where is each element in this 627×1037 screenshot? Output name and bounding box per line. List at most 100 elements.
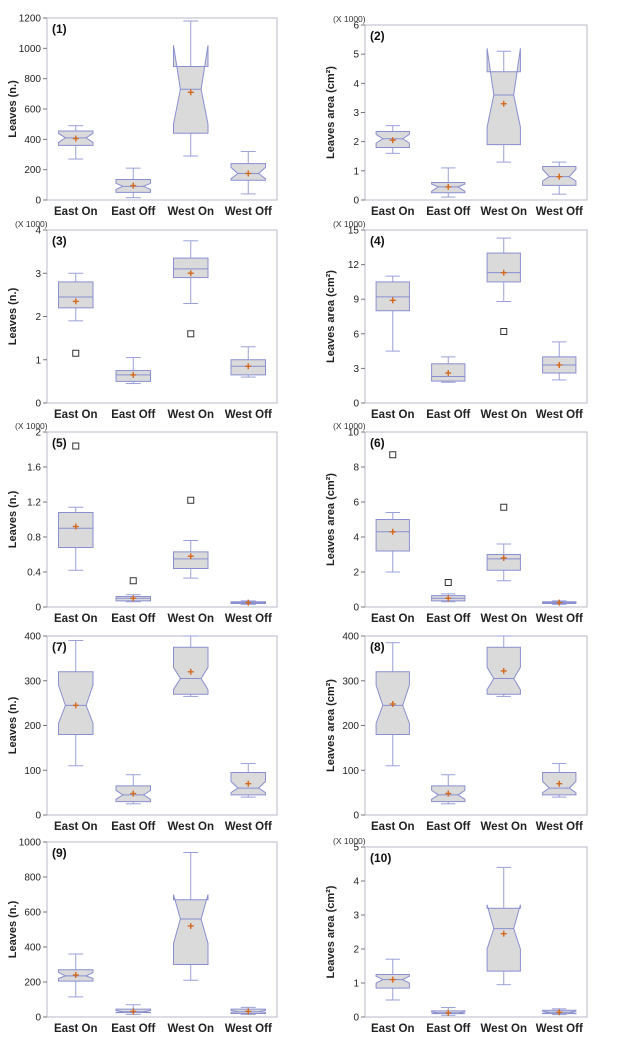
axis-multiplier: (X 1000) xyxy=(15,219,48,229)
box xyxy=(375,281,410,312)
box-1 xyxy=(58,953,94,998)
box-1 xyxy=(375,451,410,573)
box-1 xyxy=(58,442,94,571)
category-label: West On xyxy=(168,613,214,625)
y-axis-label: Leaves (n.) xyxy=(7,287,19,345)
category-label: West Off xyxy=(536,613,583,625)
notched-box xyxy=(486,48,521,146)
box-2 xyxy=(115,577,151,603)
y-tick-label: 4 xyxy=(353,877,359,888)
notched-box xyxy=(173,894,209,965)
y-tick-label: 600 xyxy=(24,908,41,919)
axis-multiplier: (X 1000) xyxy=(15,421,48,431)
box-3 xyxy=(173,852,209,981)
panel-1: (1) 0 200 400 600 800 1000 1200 Leaves (n.) East … xyxy=(7,14,278,218)
panel-label: (8) xyxy=(370,640,385,654)
y-tick-label: 2 xyxy=(353,945,359,956)
box xyxy=(375,519,410,552)
y-tick-label: 100 xyxy=(342,766,359,777)
category-label: West Off xyxy=(225,1023,272,1035)
category-label: West Off xyxy=(536,1023,583,1035)
y-tick-label: 6 xyxy=(353,498,359,509)
category-label: West On xyxy=(481,1023,527,1035)
box-3 xyxy=(486,48,521,163)
y-tick-label: 0 xyxy=(35,603,41,614)
panel-5: (5) (X 1000) 0 0.4 0.8 1.2 1.6 2 Leaves (n.) East… xyxy=(7,421,278,625)
category-label: East Off xyxy=(426,409,470,421)
y-tick-label: 5 xyxy=(353,50,359,61)
y-tick-label: 8 xyxy=(353,463,359,474)
y-tick-label: 300 xyxy=(24,676,41,687)
panel-label: (1) xyxy=(52,22,67,36)
box-1 xyxy=(58,272,94,357)
box-1 xyxy=(375,275,410,352)
box-2 xyxy=(431,167,466,198)
y-tick-label: 3 xyxy=(353,108,359,119)
category-label: West Off xyxy=(225,613,272,625)
y-axis-label: Leaves (n.) xyxy=(7,900,19,958)
category-label: West On xyxy=(168,821,214,833)
category-label: West Off xyxy=(225,409,272,421)
box-2 xyxy=(115,1004,151,1015)
panel-6: (6) (X 1000) 0 2 4 6 8 10 Leaves area (cm²) East … xyxy=(325,421,588,625)
y-tick-label: 3 xyxy=(353,364,359,375)
y-tick-label: 400 xyxy=(24,943,41,954)
y-axis-label: Leaves (n.) xyxy=(7,696,19,754)
category-label: West Off xyxy=(536,206,583,218)
y-tick-label: 200 xyxy=(24,721,41,732)
axis-multiplier: (X 1000) xyxy=(333,836,366,846)
box-4 xyxy=(542,763,577,798)
y-tick-label: 1 xyxy=(353,979,359,990)
y-tick-label: 0 xyxy=(353,603,359,614)
outlier-point xyxy=(129,577,137,585)
y-tick-label: 3 xyxy=(35,269,41,280)
category-label: West On xyxy=(481,409,527,421)
y-tick-label: 12 xyxy=(348,260,360,271)
outlier-point xyxy=(500,503,508,511)
category-label: East Off xyxy=(111,206,155,218)
category-label: East Off xyxy=(426,206,470,218)
outlier-point xyxy=(444,579,452,586)
category-label: West On xyxy=(168,409,214,421)
panel-8: (8) 0 100 200 300 400 Leaves area (cm²) East On… xyxy=(325,632,588,833)
y-tick-label: 0 xyxy=(35,1013,41,1024)
y-tick-label: 5 xyxy=(353,843,359,854)
box-3 xyxy=(486,866,521,986)
category-label: East On xyxy=(54,1023,97,1035)
y-tick-label: 800 xyxy=(24,74,41,85)
y-tick-label: 0 xyxy=(35,399,41,410)
category-label: West Off xyxy=(225,206,272,218)
outlier-point xyxy=(72,349,80,357)
y-tick-label: 6 xyxy=(353,21,359,32)
category-label: West Off xyxy=(536,409,583,421)
category-label: East On xyxy=(371,821,414,833)
plot-frame xyxy=(364,846,588,1018)
y-tick-label: 400 xyxy=(342,632,359,643)
box-1 xyxy=(375,125,410,154)
y-tick-label: 1.6 xyxy=(27,463,41,474)
box-4 xyxy=(230,763,266,798)
box-4 xyxy=(230,346,266,378)
y-tick-label: 0 xyxy=(353,196,359,207)
y-axis-label: Leaves area (cm²) xyxy=(325,885,337,978)
axis-multiplier: (X 1000) xyxy=(333,14,366,24)
plot-frame xyxy=(46,841,278,1018)
panel-label: (2) xyxy=(370,29,385,43)
y-tick-label: 1200 xyxy=(19,14,42,25)
category-label: East On xyxy=(54,613,97,625)
box-1 xyxy=(58,639,94,767)
y-tick-label: 1 xyxy=(353,166,359,177)
panel-label: (10) xyxy=(370,851,391,865)
outlier-point xyxy=(500,327,508,335)
outlier-point xyxy=(389,451,397,459)
category-label: East Off xyxy=(426,821,470,833)
panel-7: (7) 0 100 200 300 400 Leaves (n.) East On East O… xyxy=(7,632,278,833)
box-2 xyxy=(431,356,466,383)
panel-4: (4) (X 1000) 0 3 6 9 12 15 Leaves area (cm²) East… xyxy=(325,219,588,421)
box xyxy=(173,551,209,569)
category-label: East On xyxy=(371,206,414,218)
y-tick-label: 15 xyxy=(348,226,360,237)
panel-3: (3) (X 1000) 0 1 2 3 4 Leaves (n.) East On East O… xyxy=(7,219,278,421)
y-tick-label: 400 xyxy=(24,632,41,643)
y-tick-label: 0.4 xyxy=(27,568,41,579)
